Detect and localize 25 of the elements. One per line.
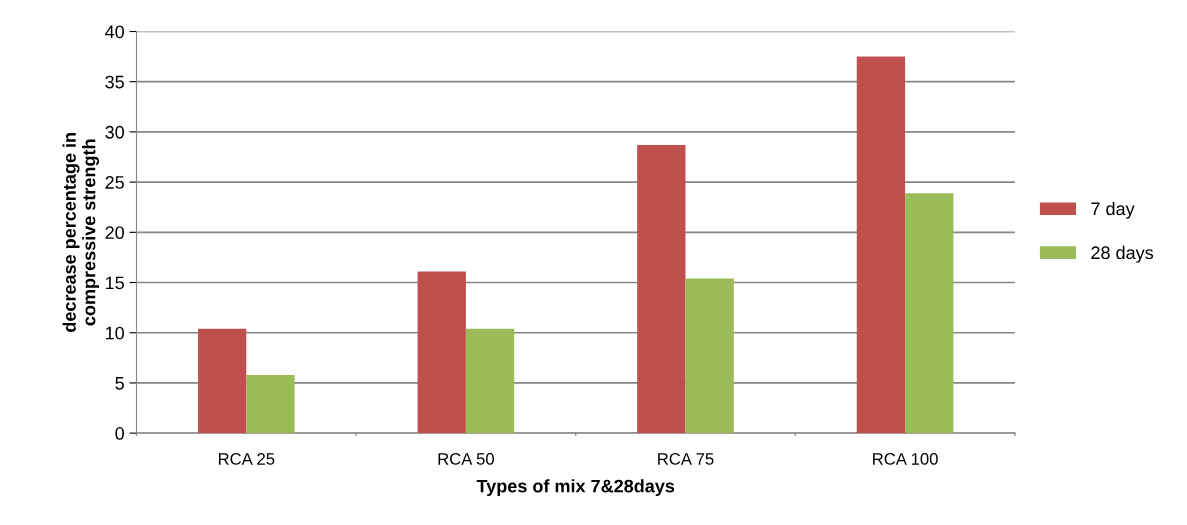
bar: [417, 271, 466, 434]
y-tick-label: 40: [105, 25, 124, 39]
y-tick-label: 10: [106, 326, 124, 340]
x-tick-label: RCA 50: [438, 453, 494, 465]
y-tick-label: 25: [105, 176, 124, 189]
x-tick-label: RCA 25: [218, 453, 275, 465]
y-tick-label: 30: [105, 125, 124, 139]
x-tick-label: RCA 75: [658, 453, 714, 465]
bar: [197, 328, 247, 434]
x-axis-title: Types of mix 7&28days: [476, 479, 675, 497]
bar: [905, 193, 954, 434]
legend-label: 28 days: [1091, 245, 1154, 263]
y-tick-label: 15: [106, 276, 124, 290]
y-tick-label: 0: [115, 427, 124, 440]
bar: [246, 374, 295, 434]
y-tick-label: 35: [105, 75, 124, 89]
bar: [465, 328, 515, 434]
bar: [637, 144, 686, 434]
legend-label: 7 day: [1091, 201, 1135, 219]
y-tick-label: 20: [105, 226, 124, 240]
y-tick-label: 5: [115, 377, 124, 390]
bar: [685, 278, 734, 434]
y-axis-title: decrease percentage in compressive strength: [62, 133, 100, 332]
bar: [856, 56, 906, 434]
x-tick-label: RCA 100: [873, 453, 938, 465]
